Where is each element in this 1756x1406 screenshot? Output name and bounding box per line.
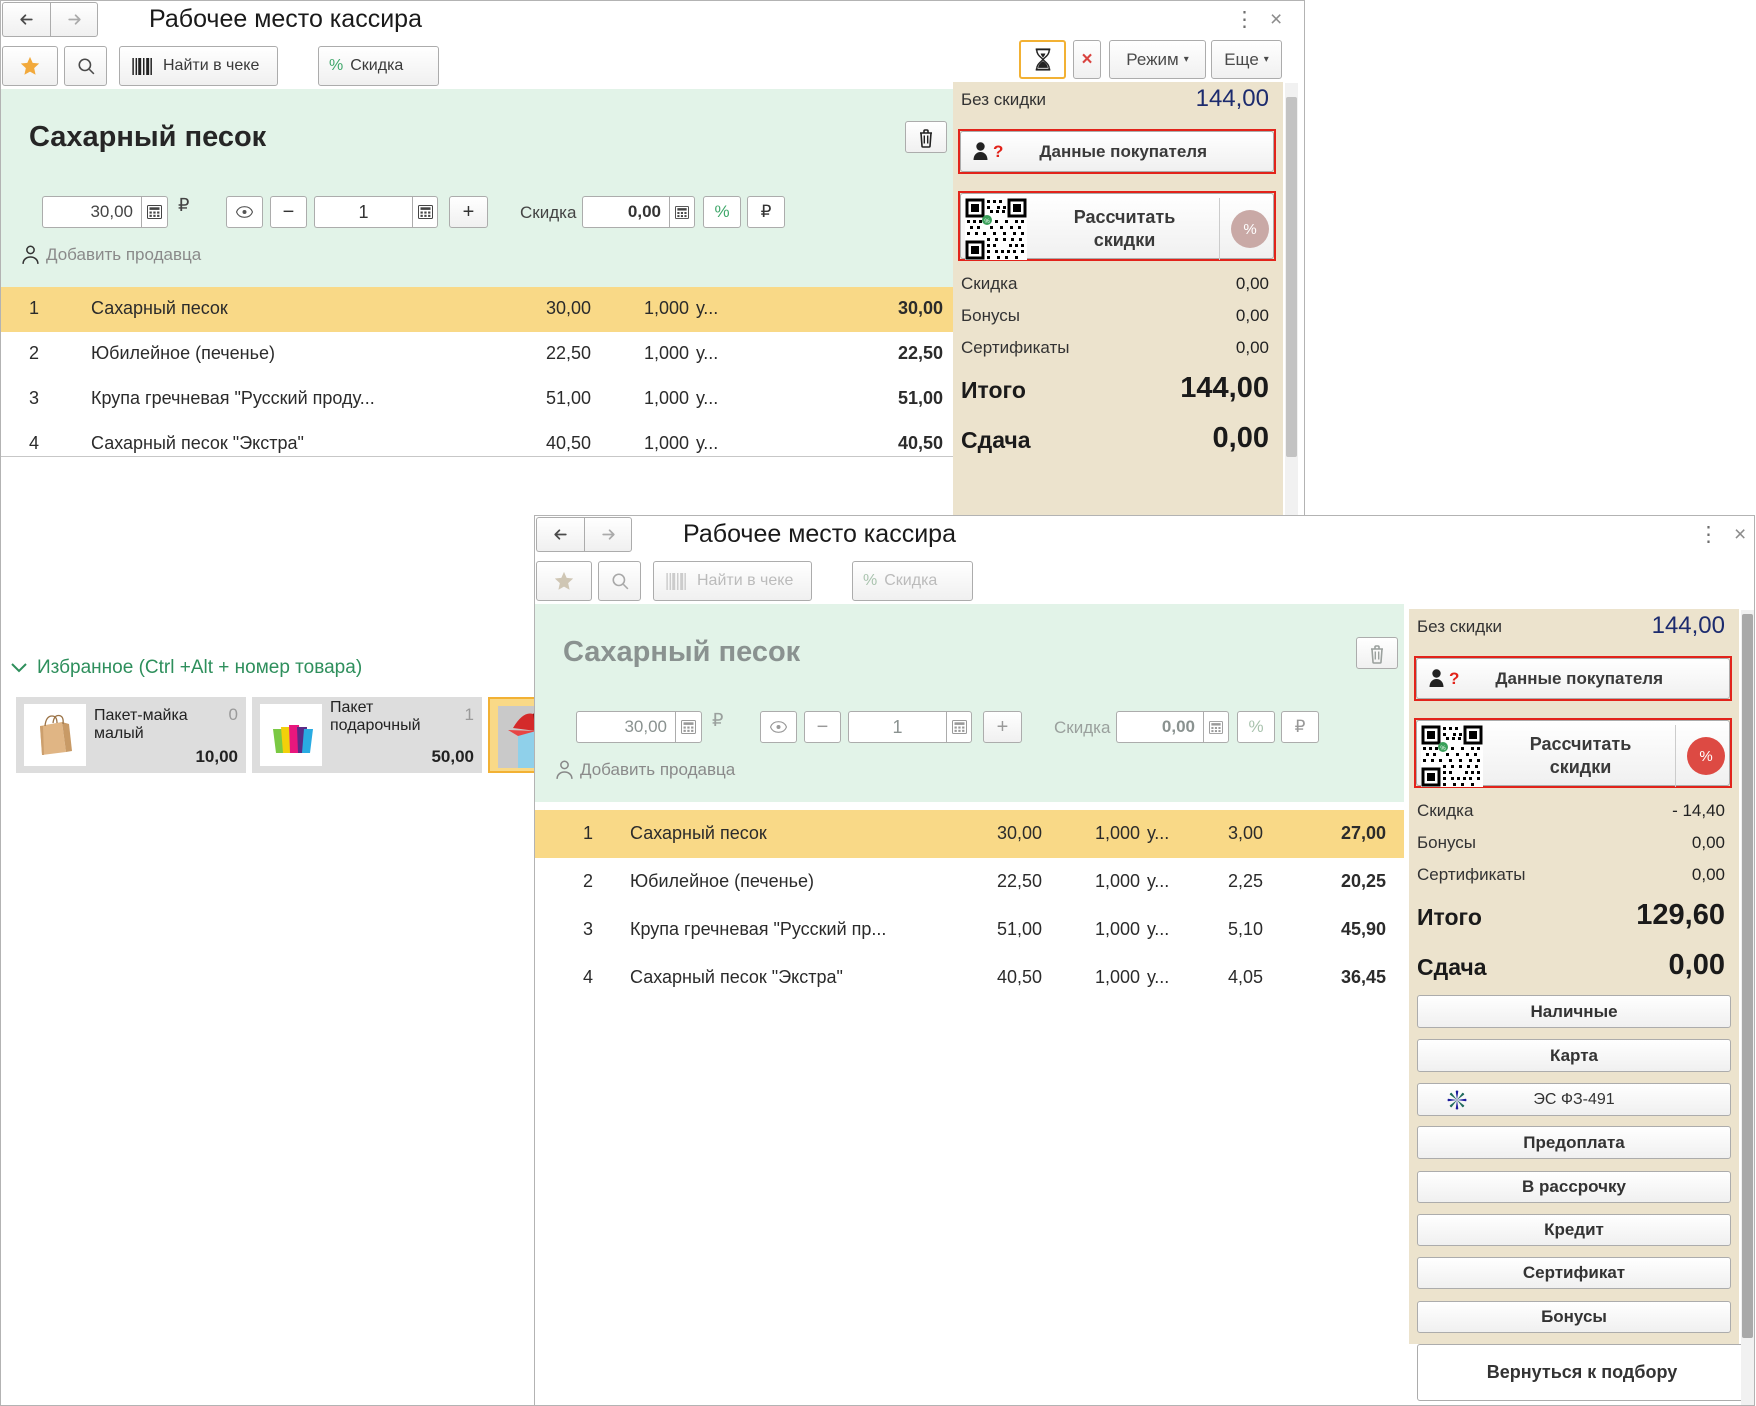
svg-text:%: % (984, 219, 990, 225)
svg-text:%: % (1440, 746, 1446, 752)
